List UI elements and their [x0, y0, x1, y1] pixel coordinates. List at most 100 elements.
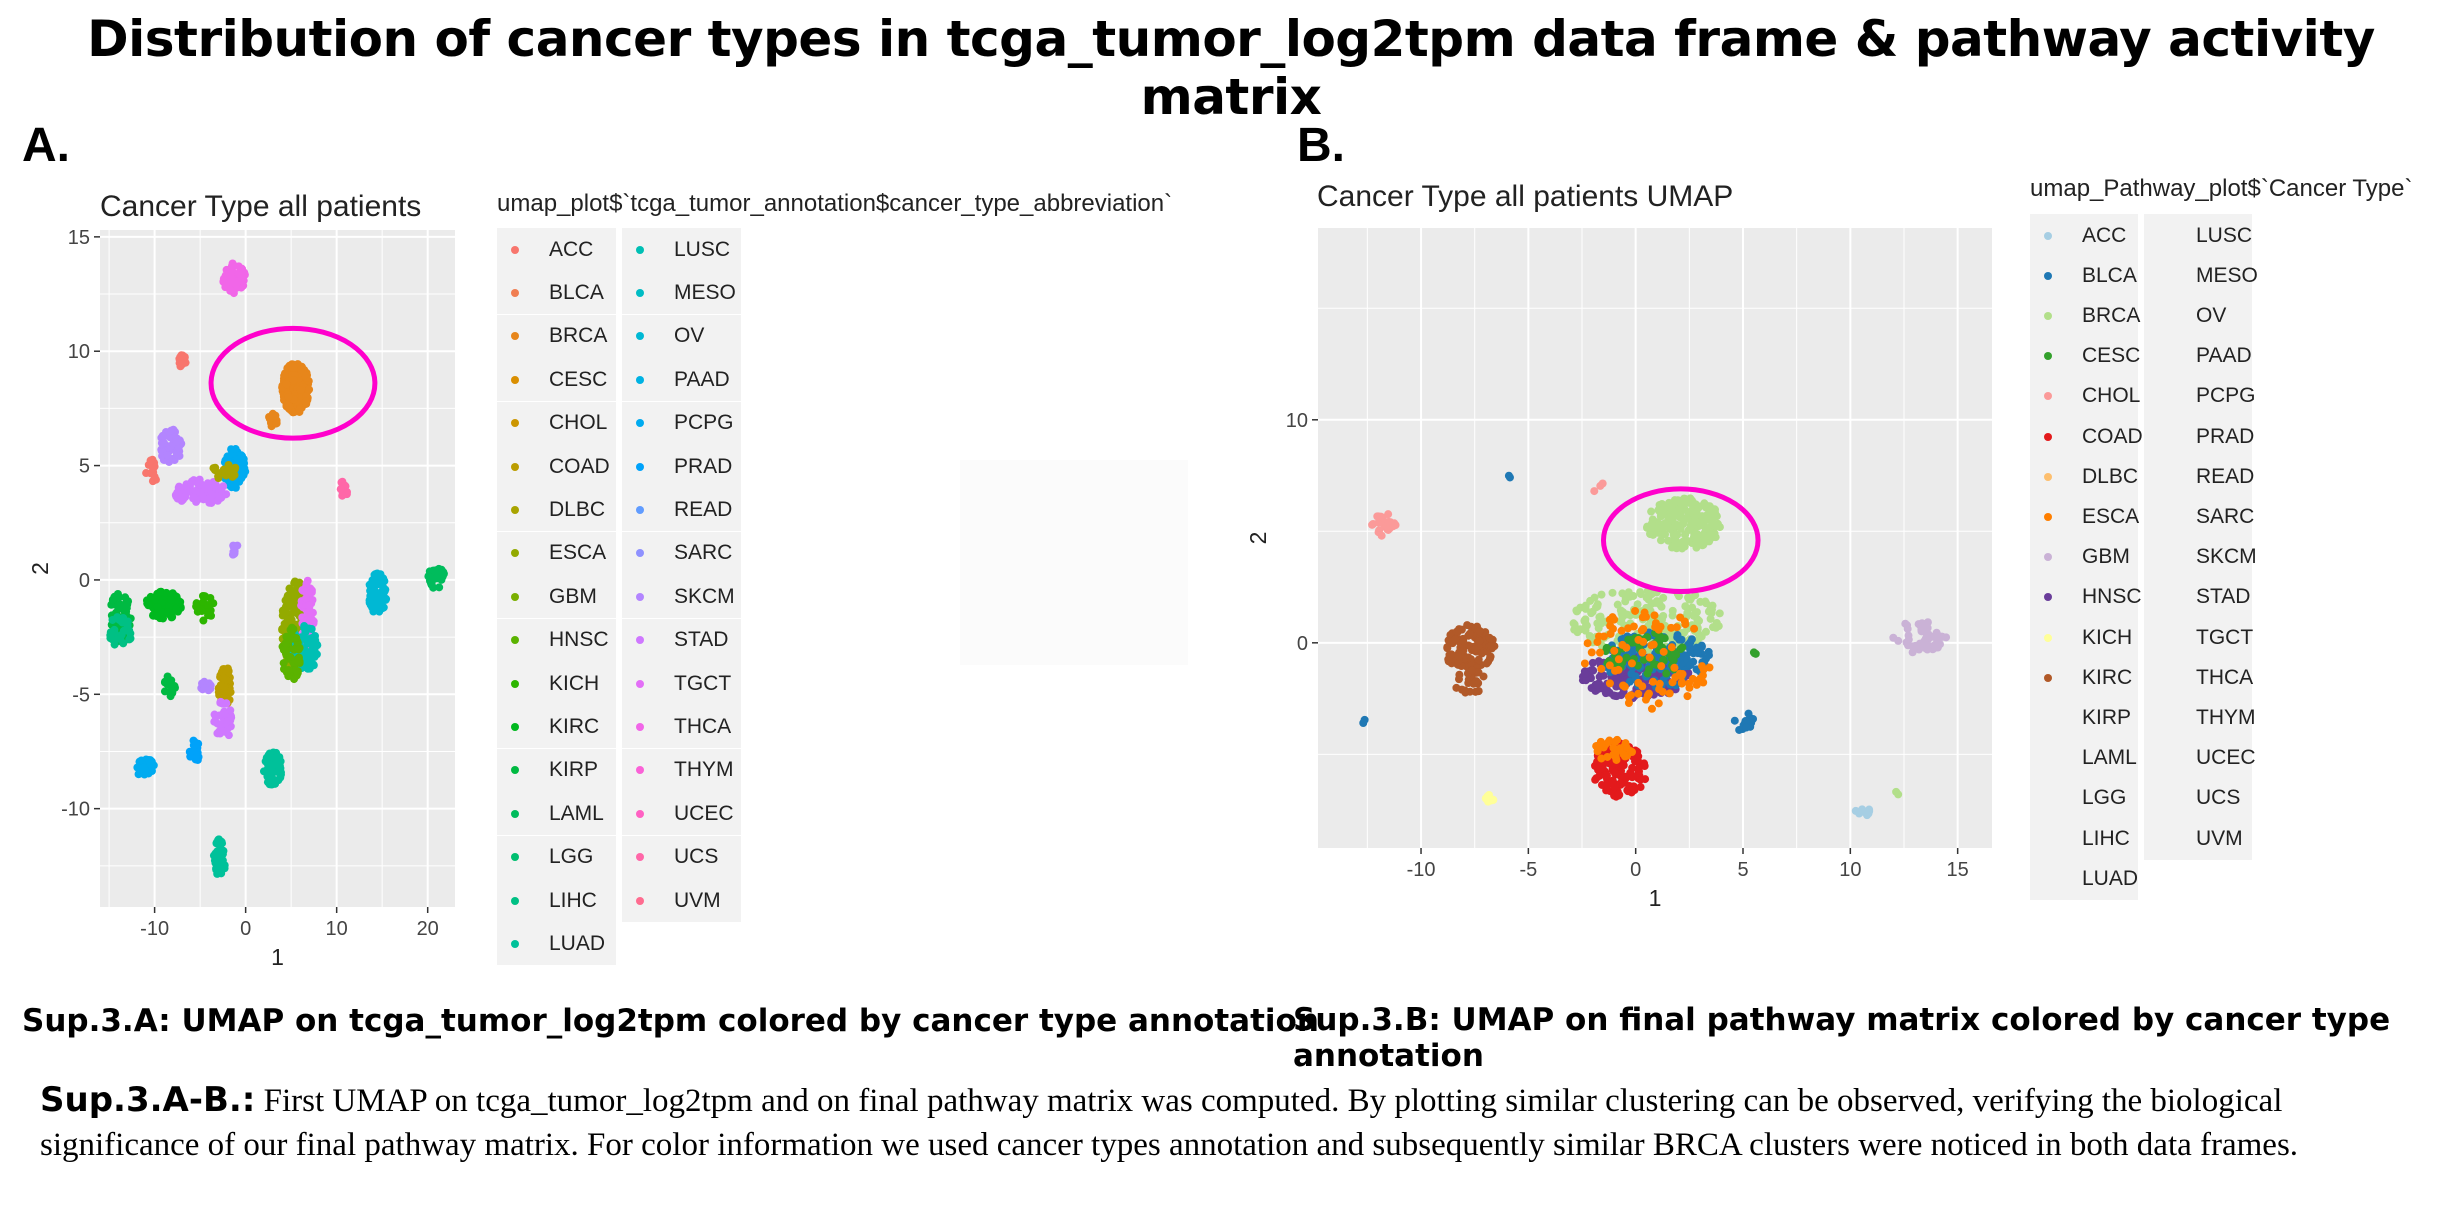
panel-a-point-tgct: [232, 279, 241, 288]
panel-a-plot-background: [100, 230, 455, 907]
panel-b-point-esca: [1647, 704, 1656, 713]
panel-b-point-chol: [1596, 481, 1605, 490]
panel-b-point-hnsc: [1589, 666, 1598, 675]
panel-b-legend-item-prad: PRAD: [2144, 415, 2254, 458]
panel-b-point-gbm: [1903, 624, 1912, 633]
panel-b-x-axis-label: 1: [1649, 885, 1662, 911]
panel-a-point-kirc: [165, 602, 174, 611]
panel-b-legend-key: [2044, 231, 2052, 240]
panel-b-point-kirc: [1471, 645, 1480, 654]
panel-b-point-hnsc: [1601, 689, 1610, 698]
figure-title: Distribution of cancer types in tcga_tum…: [87, 10, 2375, 126]
panel-b-point-brca: [1573, 628, 1582, 637]
panel-b-legend-label: THCA: [2196, 665, 2254, 689]
panel-b-legend-item-lgg: LGG: [2030, 776, 2138, 820]
panel-b-legend-key: [2158, 232, 2166, 240]
panel-b-point-brca: [1581, 622, 1590, 631]
panel-a-point-skcm: [189, 493, 198, 502]
panel-b-point-brca: [1676, 510, 1685, 519]
panel-b-legend-label: CESC: [2082, 344, 2141, 368]
panel-b-point-esca: [1628, 747, 1637, 756]
panel-b-legend-label: BRCA: [2082, 303, 2141, 327]
panel-a-x-axis-label: 1: [271, 944, 284, 970]
panel-b-legend-label: STAD: [2196, 585, 2251, 609]
panel-a-point-kirc: [167, 596, 176, 605]
panel-b-point-esca: [1626, 691, 1635, 700]
panel-b-point-brca: [1715, 523, 1724, 532]
panel-b-legend-key: [2044, 673, 2052, 682]
panel-b-legend-item-kirp: KIRP: [2030, 696, 2138, 740]
panel-b-point-brca: [1679, 537, 1688, 546]
panel-b-legend-label: UCS: [2196, 786, 2241, 810]
panel-b-legend-label: READ: [2196, 464, 2255, 488]
panel-b-point-cesc: [1749, 648, 1758, 657]
panel-a-point-sarc: [231, 542, 240, 551]
panel-a-point-lihc: [110, 640, 119, 649]
panel-b-point-esca: [1645, 653, 1654, 662]
panel-a-point-sarc: [163, 451, 172, 460]
panel-b-legend-key: [2044, 512, 2052, 521]
panel-b-point-brca: [1572, 606, 1581, 615]
panel-a-point-dlbc: [224, 466, 233, 475]
panel-b-point-brca: [1669, 541, 1678, 550]
panel-b-legend-item-lihc: LIHC: [2030, 817, 2138, 860]
panel-b-legend-item-coad: COAD: [2030, 415, 2143, 458]
panel-b-legend-key: [2044, 352, 2052, 361]
panel-b-point-coad: [1636, 783, 1645, 792]
panel-b-point-esca: [1624, 624, 1633, 633]
panel-b-point-brca: [1618, 589, 1627, 598]
panel-a-point-skcm: [191, 487, 200, 496]
panel-a-point-esca: [285, 600, 294, 609]
panel-b-xtick-label: 0: [1630, 859, 1641, 881]
panel-b-legend-item-brca: BRCA: [2030, 294, 2141, 338]
panel-a-point-esca: [280, 621, 289, 630]
panel-b-point-esca: [1649, 677, 1658, 686]
panel-b-legend-item-hnsc: HNSC: [2030, 575, 2142, 619]
panel-b-point-esca: [1606, 621, 1615, 630]
panel-a-point-skcm: [183, 487, 192, 496]
panel-a-ytick-label: 15: [68, 227, 90, 249]
panel-a-point-brca: [289, 364, 298, 373]
panel-b-legend-label: HNSC: [2082, 585, 2142, 609]
panel-a-point-kirp: [116, 601, 125, 610]
panel-b-legend-label: ACC: [2082, 223, 2127, 247]
panel-b-point-coad: [1615, 790, 1624, 799]
panel-a-point-brca: [285, 402, 294, 411]
panel-a-point-dlbc: [210, 466, 219, 475]
panel-a-ytick-label: -10: [61, 799, 90, 821]
panel-a-xtick-label: 20: [417, 918, 439, 940]
panel-b-point-esca: [1676, 613, 1685, 622]
panel-b-point-brca: [1619, 608, 1628, 617]
panel-b-point-blca: [1359, 718, 1368, 727]
panel-b-xtick-label: 15: [1947, 859, 1969, 881]
panel-b-point-blca: [1730, 716, 1739, 725]
panel-b-point-kirc: [1454, 652, 1463, 661]
panel-b-ytick-label: 10: [1286, 410, 1308, 432]
panel-b-point-gbm: [1894, 636, 1903, 645]
panel-b-point-blca: [1693, 649, 1702, 658]
panel-b-point-acc: [1862, 807, 1871, 816]
panel-b-point-esca: [1583, 639, 1592, 648]
panel-b-point-brca: [1654, 506, 1663, 515]
panel-b-point-coad: [1628, 763, 1637, 772]
panel-b-xtick-label: -5: [1519, 859, 1537, 881]
panel-b-point-hnsc: [1581, 676, 1590, 685]
panel-a-point-skcm: [216, 493, 225, 502]
panel-a-y-axis-label: 2: [27, 562, 53, 575]
panel-a-ytick-label: 0: [79, 570, 90, 592]
panel-b-point-kirc: [1471, 687, 1480, 696]
panel-b-point-esca: [1665, 689, 1674, 698]
panel-b-point-gbm: [1934, 631, 1943, 640]
panel-a-point-lihc: [125, 635, 134, 644]
panel-a-point-sarc: [167, 426, 176, 435]
panel-a-point-kirc: [152, 611, 161, 620]
panel-b-point-kirc: [1452, 627, 1461, 636]
panel-b-point-esca: [1642, 612, 1651, 621]
panel-b-legend-key: [2044, 553, 2052, 562]
panel-b-legend-item-tgct: TGCT: [2144, 616, 2253, 659]
panel-b-point-cesc: [1662, 669, 1671, 678]
panel-b-point-esca: [1593, 741, 1602, 750]
panel-b-point-brca: [1692, 532, 1701, 541]
panel-b-point-hnsc: [1595, 672, 1604, 681]
